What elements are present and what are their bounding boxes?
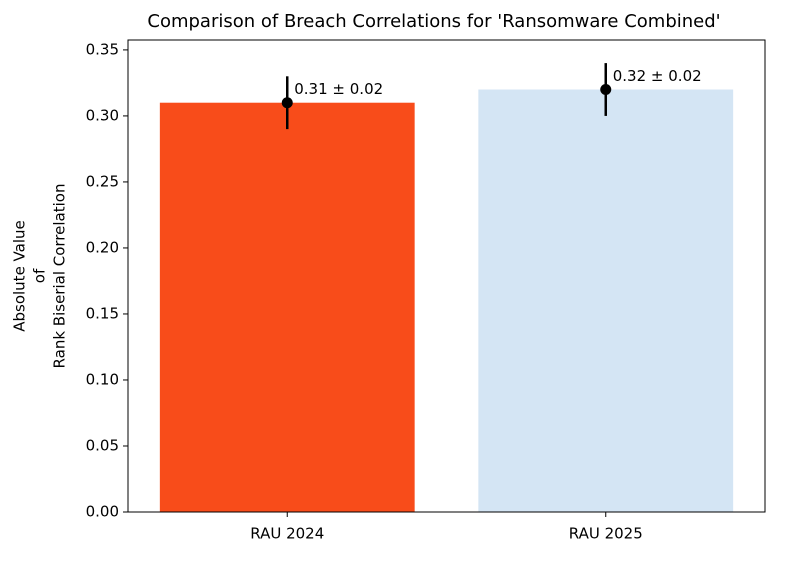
y-axis-label: Absolute Value xyxy=(11,220,29,332)
y-tick-label: 0.20 xyxy=(86,238,119,256)
bar xyxy=(159,102,415,512)
y-tick-label: 0.10 xyxy=(86,370,119,388)
y-tick-label: 0.30 xyxy=(86,106,119,124)
error-point xyxy=(600,84,612,96)
plot-frame xyxy=(127,39,766,513)
x-tick-label: RAU 2024 xyxy=(250,525,324,543)
x-tick-label: RAU 2025 xyxy=(569,525,643,543)
value-label: 0.32 ± 0.02 xyxy=(613,67,702,85)
bar xyxy=(478,89,734,512)
y-tick-label: 0.00 xyxy=(86,503,119,521)
y-tick-label: 0.15 xyxy=(86,304,119,322)
y-tick-label: 0.35 xyxy=(86,40,119,58)
y-tick-label: 0.25 xyxy=(86,172,119,190)
y-axis-label: of xyxy=(31,268,49,283)
value-label: 0.31 ± 0.02 xyxy=(294,80,383,98)
y-axis-label: Rank Biserial Correlation xyxy=(51,184,69,369)
error-point xyxy=(281,97,293,109)
y-tick-label: 0.05 xyxy=(86,436,119,454)
chart-title: Comparison of Breach Correlations for 'R… xyxy=(147,11,720,32)
